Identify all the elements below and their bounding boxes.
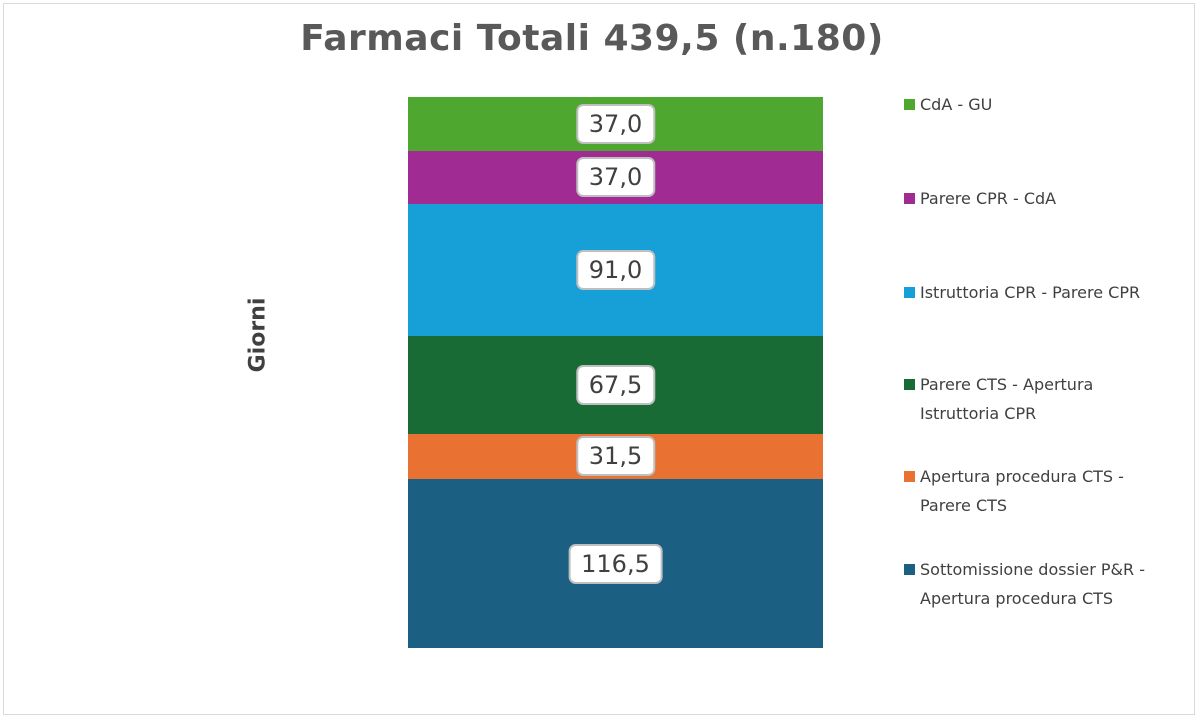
legend-item: Parere CTS - Apertura Istruttoria CPR <box>904 370 1165 428</box>
legend-swatch <box>904 379 915 390</box>
legend-label: Parere CPR - CdA <box>920 189 1057 208</box>
data-label: 91,0 <box>575 250 656 291</box>
legend-item: Parere CPR - CdA <box>904 184 1165 213</box>
legend-swatch <box>904 564 915 575</box>
legend-label: Apertura procedura CTS - Parere CTS <box>920 467 1124 515</box>
legend-swatch <box>904 287 915 298</box>
legend-label: Istruttoria CPR - Parere CPR <box>920 283 1141 302</box>
legend-item: Apertura procedura CTS - Parere CTS <box>904 462 1165 520</box>
legend-label: Parere CTS - Apertura Istruttoria CPR <box>920 375 1094 423</box>
legend: CdA - GU Parere CPR - CdA Istruttoria CPR … <box>904 0 1184 720</box>
data-label: 116,5 <box>568 543 663 584</box>
legend-item: Sottomissione dossier P&R - Apertura pro… <box>904 555 1165 613</box>
legend-swatch <box>904 193 915 204</box>
data-label: 37,0 <box>575 157 656 198</box>
legend-item: Istruttoria CPR - Parere CPR <box>904 278 1165 307</box>
stacked-bar: 116,5 31,5 67,5 91,0 37,0 37,0 <box>408 97 823 648</box>
data-label: 67,5 <box>575 364 656 405</box>
legend-item: CdA - GU <box>904 90 1165 119</box>
legend-swatch <box>904 99 915 110</box>
data-label: 31,5 <box>575 436 656 477</box>
legend-swatch <box>904 471 915 482</box>
data-label: 37,0 <box>575 103 656 144</box>
y-axis-label: Giorni <box>245 297 271 373</box>
chart-title: Farmaci Totali 439,5 (n.180) <box>300 18 884 59</box>
legend-label: Sottomissione dossier P&R - Apertura pro… <box>920 560 1145 608</box>
legend-label: CdA - GU <box>920 95 993 114</box>
